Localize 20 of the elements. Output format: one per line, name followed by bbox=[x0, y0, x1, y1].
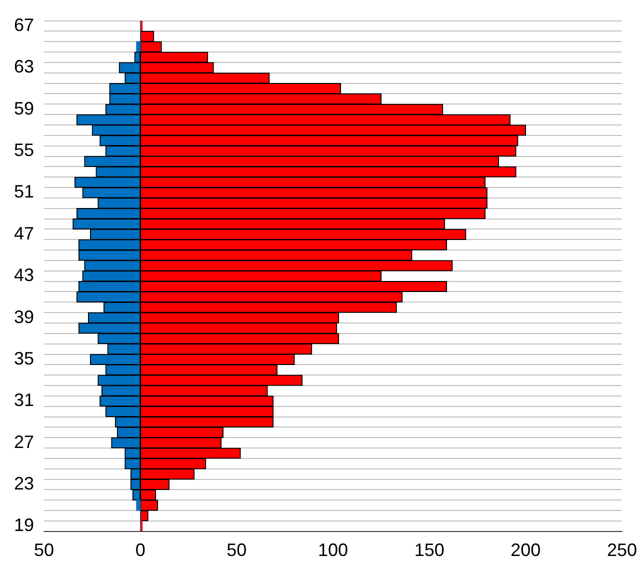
x-tick-label: 50 bbox=[34, 540, 54, 560]
x-tick-label: 50 bbox=[226, 540, 247, 560]
y-tick-label: 27 bbox=[14, 432, 34, 452]
x-tick-label: 250 bbox=[606, 540, 638, 560]
y-tick-label: 51 bbox=[14, 182, 34, 202]
y-tick-label: 55 bbox=[14, 140, 34, 160]
y-tick-label: 23 bbox=[14, 473, 34, 494]
x-tick-label: 150 bbox=[414, 540, 444, 560]
y-tick-label: 67 bbox=[14, 14, 34, 35]
y-tick-label: 19 bbox=[14, 515, 34, 536]
y-tick-label: 43 bbox=[14, 265, 34, 286]
y-tick-label: 35 bbox=[14, 348, 34, 368]
x-tick-label: 200 bbox=[510, 540, 541, 560]
y-tick-label: 39 bbox=[14, 306, 34, 327]
y-tick-label: 31 bbox=[14, 390, 34, 410]
x-tick-label: 100 bbox=[318, 540, 348, 560]
y-tick-label: 63 bbox=[14, 56, 34, 77]
y-tick-label: 47 bbox=[14, 223, 34, 244]
y-tick-label: 59 bbox=[14, 98, 34, 118]
x-tick-label: 0 bbox=[135, 540, 146, 560]
